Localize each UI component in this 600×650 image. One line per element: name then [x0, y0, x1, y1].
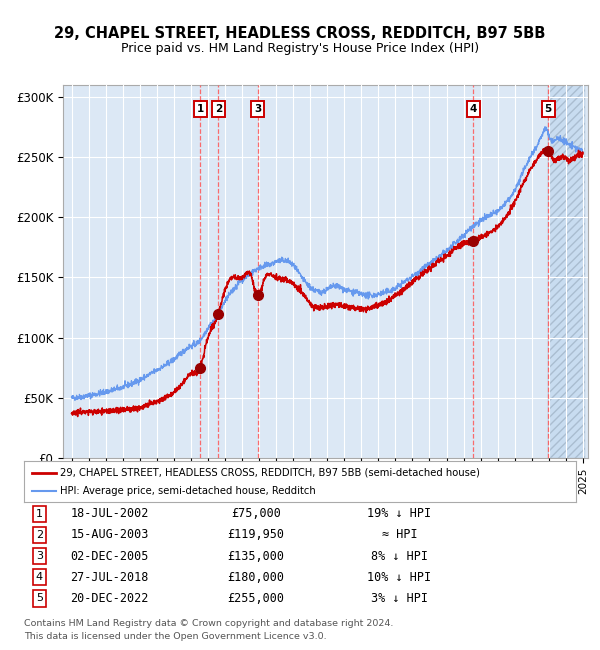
Text: 29, CHAPEL STREET, HEADLESS CROSS, REDDITCH, B97 5BB: 29, CHAPEL STREET, HEADLESS CROSS, REDDI… [55, 26, 545, 41]
Text: £119,950: £119,950 [227, 528, 284, 541]
Text: £75,000: £75,000 [231, 507, 281, 520]
Text: £255,000: £255,000 [227, 592, 284, 605]
Text: ≈ HPI: ≈ HPI [382, 528, 417, 541]
Text: 3: 3 [254, 104, 261, 114]
Text: 20-DEC-2022: 20-DEC-2022 [70, 592, 149, 605]
Text: HPI: Average price, semi-detached house, Redditch: HPI: Average price, semi-detached house,… [60, 486, 316, 497]
Bar [548, 84, 584, 458]
Text: 5: 5 [36, 593, 43, 603]
Text: Price paid vs. HM Land Registry's House Price Index (HPI): Price paid vs. HM Land Registry's House … [121, 42, 479, 55]
Text: 1: 1 [36, 509, 43, 519]
Text: 19% ↓ HPI: 19% ↓ HPI [367, 507, 431, 520]
Text: 29, CHAPEL STREET, HEADLESS CROSS, REDDITCH, B97 5BB (semi-detached house): 29, CHAPEL STREET, HEADLESS CROSS, REDDI… [60, 468, 480, 478]
Text: 2: 2 [36, 530, 43, 540]
Text: 10% ↓ HPI: 10% ↓ HPI [367, 571, 431, 584]
Text: Contains HM Land Registry data © Crown copyright and database right 2024.: Contains HM Land Registry data © Crown c… [24, 619, 394, 628]
Text: This data is licensed under the Open Government Licence v3.0.: This data is licensed under the Open Gov… [24, 632, 326, 641]
Text: 2: 2 [215, 104, 222, 114]
Text: 4: 4 [470, 104, 477, 114]
Text: 27-JUL-2018: 27-JUL-2018 [70, 571, 149, 584]
Text: 18-JUL-2002: 18-JUL-2002 [70, 507, 149, 520]
Text: £135,000: £135,000 [227, 549, 284, 562]
Text: 1: 1 [196, 104, 203, 114]
Text: £180,000: £180,000 [227, 571, 284, 584]
Text: 4: 4 [36, 572, 43, 582]
Bar [548, 84, 584, 458]
Text: 3% ↓ HPI: 3% ↓ HPI [371, 592, 428, 605]
Text: 5: 5 [544, 104, 552, 114]
Text: 3: 3 [36, 551, 43, 561]
Text: 15-AUG-2003: 15-AUG-2003 [70, 528, 149, 541]
Text: 02-DEC-2005: 02-DEC-2005 [70, 549, 149, 562]
Text: 8% ↓ HPI: 8% ↓ HPI [371, 549, 428, 562]
